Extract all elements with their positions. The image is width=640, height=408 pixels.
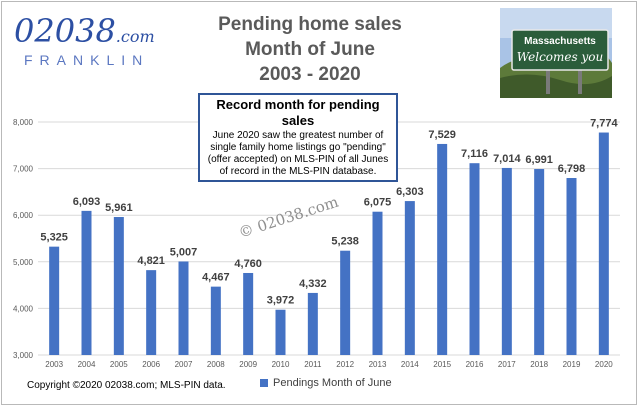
x-tick-label: 2012: [336, 360, 354, 369]
bar-value-label: 5,325: [40, 232, 68, 244]
legend-swatch: [260, 379, 268, 387]
chart-title-line-2: Month of June: [245, 39, 375, 60]
x-tick-label: 2015: [433, 360, 451, 369]
x-tick-label: 2003: [45, 360, 63, 369]
chart-title: Pending home sales Month of June 2003 - …: [190, 12, 430, 87]
y-tick-label: 5,000: [13, 258, 34, 267]
bar: [81, 210, 92, 355]
bar-value-label: 6,798: [558, 163, 586, 175]
callout-body: June 2020 saw the greatest number of sin…: [207, 130, 389, 177]
bar: [598, 132, 609, 355]
x-tick-label: 2009: [239, 360, 257, 369]
bar: [501, 167, 512, 355]
x-tick-label: 2011: [304, 360, 322, 369]
x-tick-label: 2013: [369, 360, 387, 369]
x-axis: 2003 2004 2005 2006 2007 2008 2009 2010 2011 2012…: [45, 360, 613, 369]
bar: [469, 163, 480, 355]
y-tick-label: 7,000: [13, 165, 34, 174]
sign-line-1: Massachusetts: [524, 36, 596, 47]
sign-line-2: Welcomes you: [517, 50, 603, 64]
x-tick-label: 2006: [142, 360, 160, 369]
y-axis: 3,000 4,000 5,000 6,000 7,000 8,000: [13, 118, 34, 360]
x-tick-label: 2004: [78, 360, 96, 369]
bar: [49, 246, 60, 355]
bar: [372, 211, 383, 355]
x-tick-label: 2018: [530, 360, 548, 369]
legend: Pendings Month of June: [260, 377, 392, 389]
bar: [243, 272, 254, 355]
bar: [307, 292, 318, 355]
x-tick-label: 2014: [401, 360, 419, 369]
x-tick-label: 2005: [110, 360, 128, 369]
bar-value-label: 3,972: [267, 295, 295, 307]
bar-value-label: 6,991: [525, 154, 553, 166]
callout-title: Record month for pending sales: [216, 97, 380, 128]
bar-value-label: 6,075: [364, 197, 392, 209]
bar-value-label: 4,821: [137, 255, 165, 267]
bar: [113, 217, 124, 355]
bar: [340, 250, 351, 355]
y-tick-label: 8,000: [13, 118, 34, 127]
bar: [275, 309, 286, 355]
bar: [178, 261, 189, 355]
value-labels: 5,325 6,093 5,961 4,821 5,007 4,467 4,760 3,972…: [40, 118, 618, 307]
y-tick-label: 6,000: [13, 211, 34, 220]
bar: [437, 143, 448, 355]
bar: [146, 270, 157, 355]
legend-label: Pendings Month of June: [273, 377, 392, 389]
bar-value-label: 5,007: [170, 246, 198, 258]
massachusetts-welcome-sign-image: Massachusetts Welcomes you: [500, 8, 612, 98]
bar-value-label: 6,093: [73, 196, 101, 208]
x-tick-label: 2020: [595, 360, 613, 369]
bar-value-label: 4,760: [234, 258, 262, 270]
copyright-text: Copyright ©2020 02038.com; MLS-PIN data.: [27, 380, 226, 391]
logo-main-text: 02038: [14, 12, 116, 50]
chart-title-line-1: Pending home sales: [218, 14, 402, 35]
y-tick-label: 4,000: [13, 304, 34, 313]
bar-value-label: 4,467: [202, 272, 230, 284]
record-callout-box: Record month for pending sales June 2020…: [198, 93, 398, 182]
x-tick-label: 2017: [498, 360, 516, 369]
bars: [49, 132, 609, 355]
logo-com-text: .com: [115, 27, 155, 46]
x-tick-label: 2008: [207, 360, 225, 369]
bar-value-label: 5,238: [331, 236, 359, 248]
x-tick-label: 2019: [563, 360, 581, 369]
y-tick-label: 3,000: [13, 351, 34, 360]
chart-title-line-3: 2003 - 2020: [259, 64, 361, 85]
bar: [534, 169, 545, 355]
bar-value-label: 4,332: [299, 278, 327, 290]
bar-value-label: 7,774: [590, 118, 618, 130]
x-tick-label: 2010: [272, 360, 290, 369]
watermark-text: © 02038.com: [236, 193, 340, 242]
bar-value-label: 7,014: [493, 153, 521, 165]
bar: [210, 286, 221, 355]
bar: [404, 201, 415, 355]
x-tick-label: 2007: [175, 360, 193, 369]
logo-subtitle: FRANKLIN: [24, 52, 150, 68]
x-tick-label: 2016: [466, 360, 484, 369]
bar-value-label: 7,116: [461, 148, 488, 160]
bar-value-label: 6,303: [396, 186, 424, 198]
bar: [566, 178, 577, 355]
bar-value-label: 5,961: [105, 202, 133, 214]
bar-value-label: 7,529: [428, 129, 456, 141]
site-logo[interactable]: 02038.com FRANKLIN: [14, 14, 174, 68]
